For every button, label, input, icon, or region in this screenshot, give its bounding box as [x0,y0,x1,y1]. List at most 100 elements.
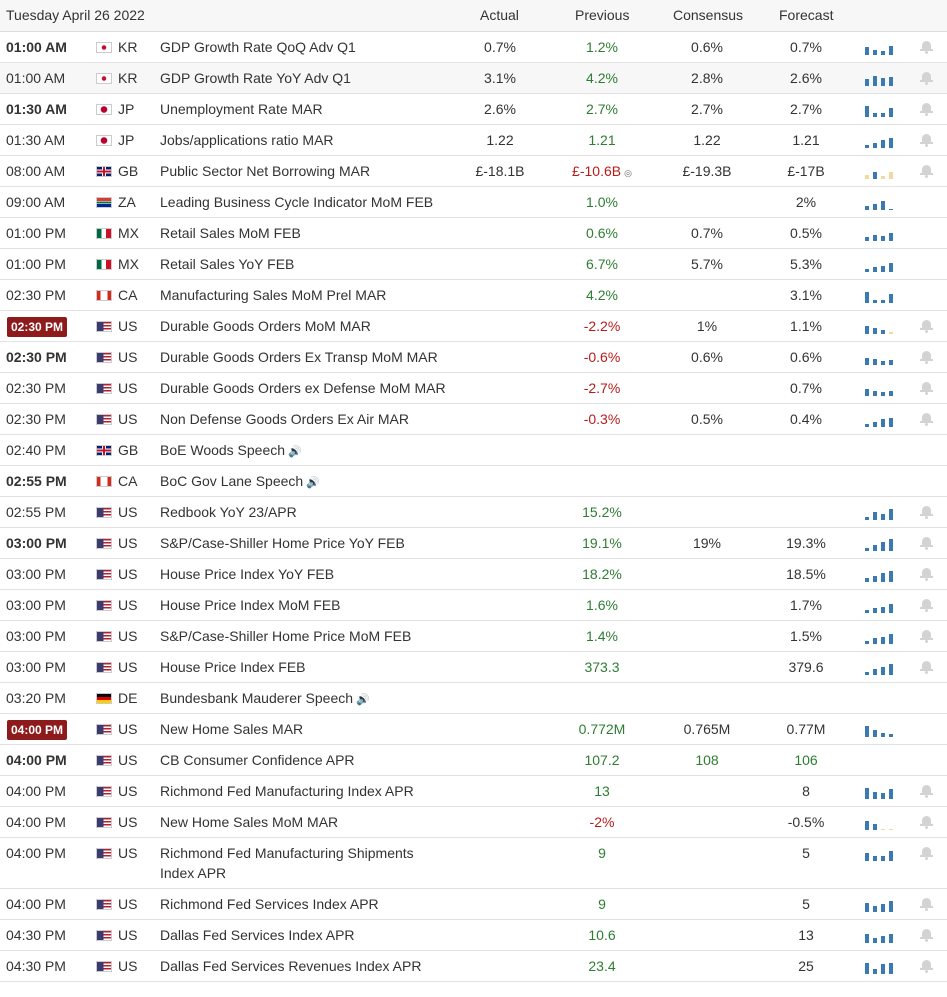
mini-chart-icon[interactable] [865,598,895,613]
event-name-link[interactable]: Durable Goods Orders ex Defense MoM MAR [160,378,450,398]
event-row[interactable]: 04:00 PM US Richmond Fed Manufacturing Ind… [0,776,947,807]
event-row[interactable]: 04:00 PM US CB Consumer Confidence APR 107.… [0,745,947,776]
bell-icon[interactable] [920,784,933,798]
event-row[interactable]: 02:30 PM US Durable Goods Orders MoM MAR -2… [0,311,947,342]
mini-chart-icon[interactable] [865,381,895,396]
event-row[interactable]: 01:00 PM MX Retail Sales MoM FEB 0.6% 0.7% 0.… [0,218,947,249]
mini-chart-icon[interactable] [865,897,895,912]
event-row[interactable]: 04:00 PM US Richmond Fed Services Index AP… [0,889,947,920]
event-row[interactable]: 03:00 PM US House Price Index MoM FEB 1.6% 1… [0,590,947,621]
bell-icon[interactable] [920,505,933,519]
event-name-link[interactable]: Durable Goods Orders Ex Transp MoM MAR [160,347,450,367]
bell-icon[interactable] [920,629,933,643]
event-row[interactable]: 03:00 PM US S&P/Case-Shiller Home Price Mo… [0,621,947,652]
event-name-link[interactable]: GDP Growth Rate QoQ Adv Q1 [160,37,450,57]
mini-chart-icon[interactable] [865,350,895,365]
mini-chart-icon[interactable] [865,660,895,675]
event-row[interactable]: 02:55 PM US Redbook YoY 23/APR 15.2% [0,497,947,528]
event-row[interactable]: 02:40 PM GB BoE Woods Speech 🔊 [0,435,947,466]
bell-icon[interactable] [920,102,933,116]
bell-icon[interactable] [920,412,933,426]
event-name-link[interactable]: CB Consumer Confidence APR [160,750,450,770]
event-name-link[interactable]: Leading Business Cycle Indicator MoM FEB [160,192,450,212]
mini-chart-icon[interactable] [865,536,895,551]
event-row[interactable]: 02:30 PM US Durable Goods Orders Ex Transp… [0,342,947,373]
event-row[interactable]: 03:00 PM US House Price Index YoY FEB 18.2%… [0,559,947,590]
event-row[interactable]: 02:30 PM US Non Defense Goods Orders Ex Ai… [0,404,947,435]
event-name-link[interactable]: House Price Index FEB [160,657,450,677]
mini-chart-icon[interactable] [865,71,895,86]
mini-chart-icon[interactable] [865,928,895,943]
event-row[interactable]: 04:00 PM US Richmond Fed Manufacturing Shi… [0,838,947,889]
event-name-link[interactable]: Retail Sales MoM FEB [160,223,450,243]
event-name-link[interactable]: Non Defense Goods Orders Ex Air MAR [160,409,450,429]
previous-column-header[interactable]: Previous [575,7,630,23]
event-name-link[interactable]: S&P/Case-Shiller Home Price YoY FEB [160,533,450,553]
mini-chart-icon[interactable] [865,629,895,644]
event-row[interactable]: 02:30 PM US Durable Goods Orders ex Defens… [0,373,947,404]
event-row[interactable]: 01:30 AM JP Jobs/applications ratio MAR 1.2… [0,125,947,156]
bell-icon[interactable] [920,897,933,911]
mini-chart-icon[interactable] [865,319,895,334]
mini-chart-icon[interactable] [865,40,895,55]
event-row[interactable]: 01:00 AM KR GDP Growth Rate QoQ Adv Q1 0.7%… [0,32,947,63]
event-row[interactable]: 01:00 AM KR GDP Growth Rate YoY Adv Q1 3.1%… [0,63,947,94]
mini-chart-icon[interactable] [865,815,895,830]
mini-chart-icon[interactable] [865,133,895,148]
event-row[interactable]: 01:00 PM MX Retail Sales YoY FEB 6.7% 5.7% 5.… [0,249,947,280]
event-row[interactable]: 03:20 PM DE Bundesbank Mauderer Speech 🔊 [0,683,947,714]
mini-chart-icon[interactable] [865,784,895,799]
mini-chart-icon[interactable] [865,257,895,272]
bell-icon[interactable] [920,350,933,364]
forecast-column-header[interactable]: Forecast [779,7,834,23]
bell-icon[interactable] [920,164,933,178]
consensus-column-header[interactable]: Consensus [673,7,744,23]
event-name-link[interactable]: Redbook YoY 23/APR [160,502,450,522]
event-name-link[interactable]: GDP Growth Rate YoY Adv Q1 [160,68,450,88]
event-name-link[interactable]: Richmond Fed Manufacturing Index APR [160,781,450,801]
mini-chart-icon[interactable] [865,226,895,241]
bell-icon[interactable] [920,381,933,395]
event-row[interactable]: 04:30 PM US Dallas Fed Services Revenues I… [0,951,947,982]
event-name-link[interactable]: House Price Index MoM FEB [160,595,450,615]
bell-icon[interactable] [920,133,933,147]
event-name-link[interactable]: S&P/Case-Shiller Home Price MoM FEB [160,626,450,646]
bell-icon[interactable] [920,536,933,550]
event-name-link[interactable]: Durable Goods Orders MoM MAR [160,316,450,336]
mini-chart-icon[interactable] [865,195,895,210]
mini-chart-icon[interactable] [865,164,895,179]
event-name-link[interactable]: New Home Sales MoM MAR [160,812,450,832]
event-row[interactable]: 02:55 PM CA BoC Gov Lane Speech 🔊 [0,466,947,497]
bell-icon[interactable] [920,567,933,581]
bell-icon[interactable] [920,660,933,674]
event-row[interactable]: 04:00 PM US New Home Sales MAR 0.772M 0.765M… [0,714,947,745]
event-name-link[interactable]: Dallas Fed Services Revenues Index APR [160,956,450,976]
event-row[interactable]: 04:30 PM US Dallas Fed Services Index APR 1… [0,920,947,951]
actual-column-header[interactable]: Actual [480,7,519,23]
mini-chart-icon[interactable] [865,567,895,582]
event-row[interactable]: 08:00 AM GB Public Sector Net Borrowing MA… [0,156,947,187]
bell-icon[interactable] [920,598,933,612]
event-row[interactable]: 03:00 PM US S&P/Case-Shiller Home Price Yo… [0,528,947,559]
event-row[interactable]: 01:30 AM JP Unemployment Rate MAR 2.6% 2.7% 2… [0,94,947,125]
event-name-link[interactable]: Dallas Fed Services Index APR [160,925,450,945]
bell-icon[interactable] [920,846,933,860]
event-row[interactable]: 04:00 PM US New Home Sales MoM MAR -2% -0.5% [0,807,947,838]
bell-icon[interactable] [920,928,933,942]
mini-chart-icon[interactable] [865,102,895,117]
mini-chart-icon[interactable] [865,722,895,737]
event-row[interactable]: 02:30 PM CA Manufacturing Sales MoM Prel M… [0,280,947,311]
event-name-link[interactable]: Retail Sales YoY FEB [160,254,450,274]
bell-icon[interactable] [920,71,933,85]
mini-chart-icon[interactable] [865,846,895,861]
event-name-link[interactable]: Public Sector Net Borrowing MAR [160,161,450,181]
mini-chart-icon[interactable] [865,412,895,427]
event-name-link[interactable]: Manufacturing Sales MoM Prel MAR [160,285,450,305]
event-name-link[interactable]: Bundesbank Mauderer Speech 🔊 [160,688,450,710]
event-name-link[interactable]: Unemployment Rate MAR [160,99,450,119]
event-row[interactable]: 03:00 PM US House Price Index FEB 373.3 379.… [0,652,947,683]
mini-chart-icon[interactable] [865,288,895,303]
bell-icon[interactable] [920,815,933,829]
bell-icon[interactable] [920,959,933,973]
event-name-link[interactable]: BoC Gov Lane Speech 🔊 [160,471,450,493]
